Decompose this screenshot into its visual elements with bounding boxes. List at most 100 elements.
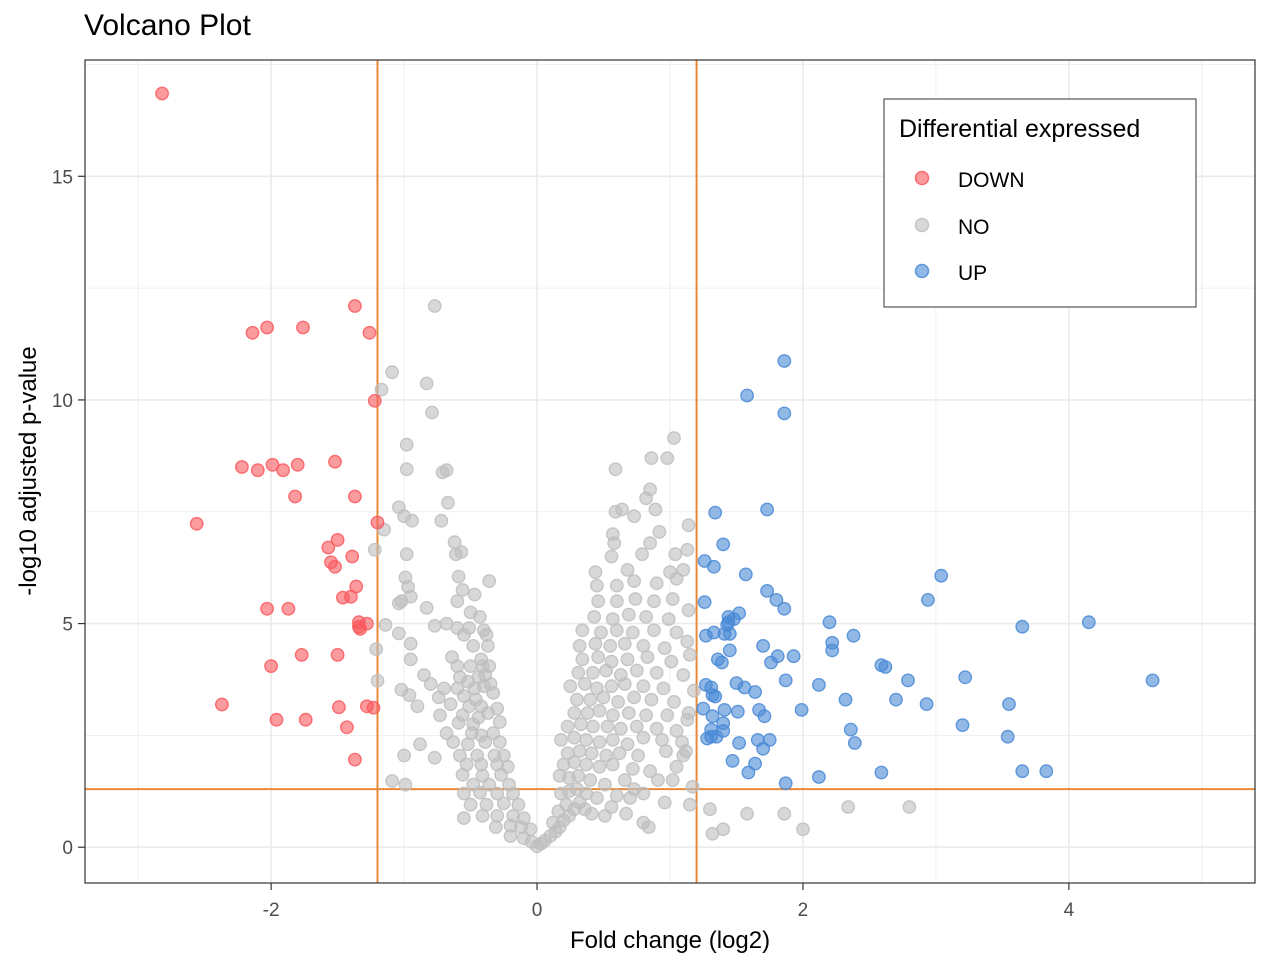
data-point-up [725,754,740,768]
data-point-up [901,673,915,688]
data-point-up [732,606,746,621]
data-point-no [460,737,475,752]
data-point-down [362,325,377,340]
data-point-down [269,712,284,727]
data-point-no [369,642,384,656]
data-point-no [609,578,624,593]
data-point-up [748,685,762,699]
data-point-no [571,768,586,783]
data-point-down [265,457,280,472]
data-point-down [345,549,360,564]
data-point-no [503,829,518,843]
x-tick-label: 2 [798,900,809,921]
data-point-no [740,806,754,821]
data-point-up [756,741,770,756]
data-point-up [889,692,903,707]
data-point-no [656,681,671,696]
data-point-no [391,596,406,611]
data-point-no [399,462,414,477]
y-tick-label: 10 [52,391,73,412]
data-point-no [441,495,455,510]
data-point-no [402,688,417,702]
data-point-no [667,431,681,445]
data-point-no [587,610,602,624]
data-point-no [641,820,656,834]
data-point-no [405,513,419,528]
data-point-no [410,699,425,714]
data-point-no [669,625,684,640]
data-point-no [570,692,584,707]
data-point-no [391,626,406,641]
data-point-no [676,668,691,682]
data-point-no [600,719,615,734]
data-point-no [620,563,635,577]
data-point-up [778,673,793,688]
data-point-up [722,643,737,658]
data-point-no [608,462,623,477]
data-point-up [958,670,973,685]
data-point-up [847,736,862,750]
data-point-up [846,628,861,643]
data-point-no [456,627,471,642]
data-point-no [492,735,507,749]
data-point-no [463,659,478,673]
data-point-no [680,634,695,649]
data-point-no [627,782,641,796]
data-point-no [403,652,418,667]
data-point-up [757,709,772,724]
data-point-no [567,706,582,720]
data-point-up [730,704,745,719]
data-point-no [617,773,632,787]
data-point-no [370,673,385,688]
data-point-no [605,708,620,723]
data-point-up [1002,697,1016,711]
data-point-no [651,773,665,787]
data-point-no [660,708,675,723]
data-point-up [777,601,792,616]
data-point-no [494,767,508,782]
data-point-no [631,748,645,763]
data-point-up [778,776,793,791]
data-point-down [214,697,229,712]
data-point-no [628,592,643,606]
data-point-no [571,665,586,680]
data-point-no [598,777,612,792]
data-point-no [625,762,640,776]
data-points [155,86,1160,854]
data-point-no [680,542,695,557]
data-point-no [592,735,607,749]
data-point-up [769,593,784,607]
data-point-up [777,406,792,421]
data-point-no [681,706,696,720]
data-point-no [683,797,697,812]
data-point-no [663,565,677,579]
x-tick-label: 0 [532,900,543,921]
data-point-no [486,686,501,700]
data-point-no [643,764,657,779]
data-point-no [621,607,636,622]
data-point-up [812,770,826,784]
data-point-no [657,795,672,810]
data-point-no [594,625,608,640]
data-point-no [676,563,691,577]
data-point-down [264,659,278,673]
data-point-no [652,525,667,539]
legend-label-up: UP [958,262,987,285]
data-point-no [403,636,418,651]
data-point-no [456,811,471,825]
data-point-down [155,86,170,101]
data-point-up [715,655,729,670]
data-point-no [572,744,587,758]
data-point-no [567,730,582,745]
legend: Differential expressed DOWN NO UP [883,98,1197,308]
data-point-no [687,683,701,698]
data-point-down [331,700,346,715]
data-point-no [620,652,635,667]
data-point-no [615,502,629,517]
data-point-no [639,708,653,723]
data-point-up [756,639,770,653]
data-point-down [330,648,345,662]
data-point-no [592,759,607,774]
legend-box [883,98,1197,308]
